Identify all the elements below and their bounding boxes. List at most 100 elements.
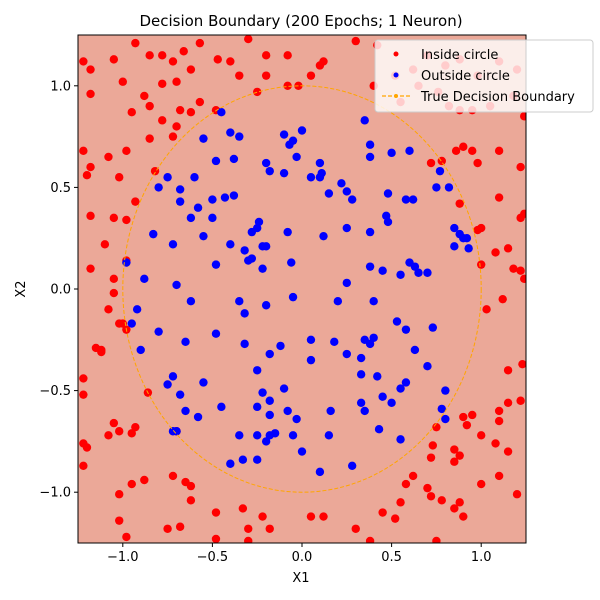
point-inside [211,508,221,517]
point-outside [378,392,387,401]
point-inside [186,108,196,117]
point-inside [131,422,140,432]
point-inside [494,416,504,426]
legend-label-outside: Outside circle [421,69,510,84]
point-inside [195,97,205,107]
point-inside [213,55,222,64]
point-outside [253,431,262,440]
point-outside [229,154,239,164]
point-outside [211,260,221,269]
point-outside [186,296,196,306]
point-outside [405,146,414,156]
point-inside [186,65,196,74]
point-outside [408,195,418,204]
point-outside [464,244,473,253]
x-tick-label: −1.0 [107,550,139,565]
point-outside [163,380,172,389]
point-inside [158,116,167,125]
point-inside [518,359,526,369]
point-inside [462,420,472,430]
point-outside [127,319,136,328]
point-outside [217,402,226,412]
point-outside [154,183,163,192]
point-outside [288,292,298,302]
point-inside [104,431,113,440]
point-outside [253,402,262,412]
point-inside [86,65,95,74]
point-outside [149,229,158,239]
y-axis: −1.0 −0.5 0.0 0.5 1.0 [39,79,78,501]
point-inside [426,492,436,501]
point-inside [244,524,253,533]
point-inside [459,512,468,521]
boundary-layer [122,85,482,493]
point-outside [154,327,163,336]
point-inside [494,471,504,481]
point-inside [104,152,113,162]
point-outside [238,455,248,464]
point-inside [401,479,411,489]
point-outside [356,398,366,407]
point-outside [168,372,178,381]
point-outside [288,136,298,145]
point-outside [437,404,446,414]
point-inside [426,453,436,462]
point-inside [122,532,131,542]
y-tick-label: 0.0 [50,283,71,298]
point-outside [175,390,185,399]
point-inside [186,496,196,505]
point-inside [115,516,124,525]
point-outside [235,296,244,306]
point-inside [468,410,477,420]
point-inside [244,536,253,543]
point-inside [109,418,119,428]
point-outside [369,296,378,306]
point-outside [347,461,357,470]
point-inside [432,536,441,543]
point-inside [498,294,507,304]
point-inside [179,47,188,56]
point-inside [451,146,461,156]
point-outside [287,258,296,267]
point-outside [444,183,454,192]
point-inside [122,146,131,156]
point-inside [432,422,441,432]
point-inside [408,471,418,481]
point-inside [226,57,235,66]
point-outside [342,187,351,196]
point-outside [365,262,375,271]
point-outside [208,213,217,223]
x-tick-label: 1.0 [471,550,492,565]
point-inside [158,51,167,60]
y-axis-label: X2 [14,280,29,297]
point-inside [140,91,149,101]
legend-box [374,39,594,113]
point-inside [168,471,178,481]
point-inside [468,146,477,156]
point-inside [455,199,464,208]
point-outside [226,459,235,468]
point-outside [254,217,264,227]
point-outside [360,406,369,416]
point-outside [132,305,142,314]
point-outside [240,246,249,255]
x-tick-label: 0.0 [292,550,313,565]
point-outside [342,223,351,233]
point-outside [401,325,411,334]
point-inside [145,134,154,143]
point-outside [199,231,208,241]
point-inside [109,213,119,223]
point-outside [356,370,366,379]
point-outside [315,173,325,182]
point-inside [82,171,92,180]
point-inside [115,173,124,182]
point-outside [261,437,271,446]
point-outside [297,126,307,135]
point-outside [450,223,459,233]
point-inside [503,244,513,253]
point-inside [79,146,88,156]
point-inside [428,441,438,450]
point-inside [520,274,526,284]
point-inside [516,266,525,275]
